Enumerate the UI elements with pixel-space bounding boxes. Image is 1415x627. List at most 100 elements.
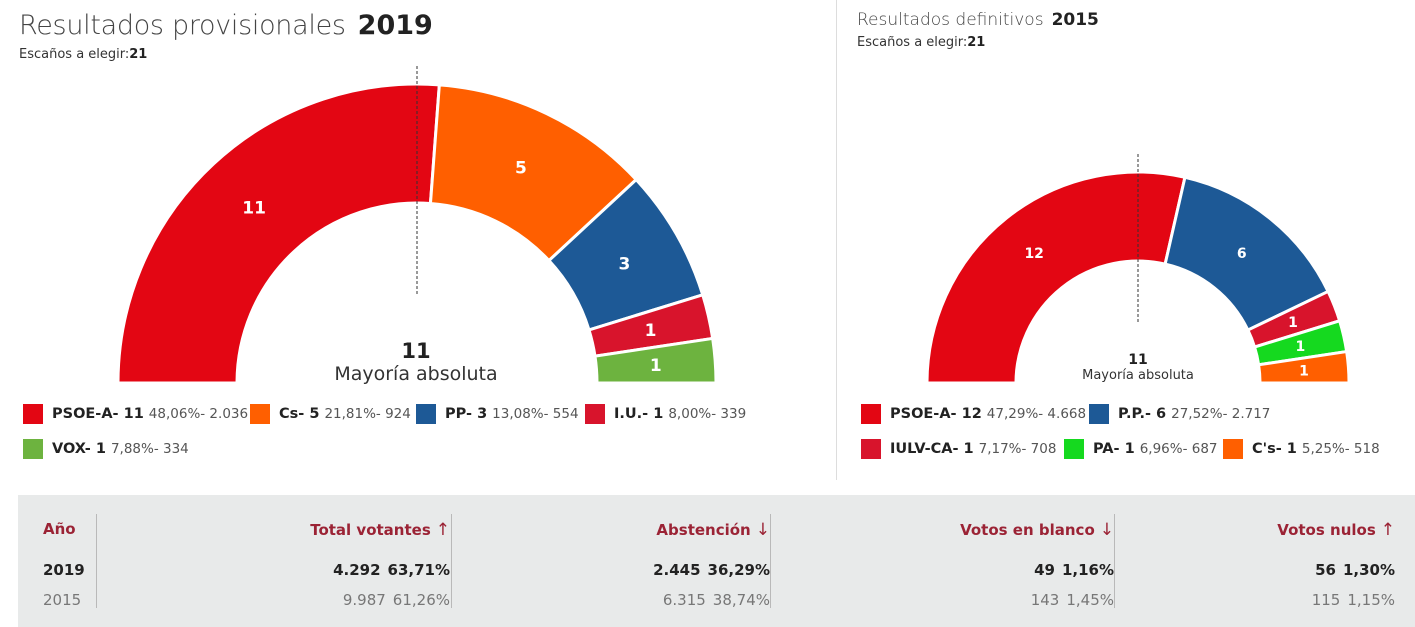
majority-seats: 11 <box>1128 352 1148 368</box>
stats-percent: 1,30% <box>1342 561 1395 579</box>
stats-column-a-o: Año 2019 2015 <box>18 495 96 627</box>
results-2015-heading: Resultados definitivos 2015 <box>857 10 1099 30</box>
stats-header-label: Abstención <box>656 521 751 539</box>
seats-to-elect-value: 21 <box>967 35 986 50</box>
legend-swatch <box>250 404 270 424</box>
stats-header-label: Año <box>43 520 76 538</box>
stats-column-total-votantes: Total votantes ↑ 4.292 63,71% 9.987 61,26% <box>96 495 450 627</box>
stats-count: 2015 <box>43 591 82 609</box>
seat-count-label-iulv-ca: 1 <box>1288 315 1298 331</box>
stats-value-2019: 4.292 63,71% <box>333 561 450 579</box>
stats-header-label: Votos nulos <box>1277 521 1376 539</box>
legend-swatch <box>23 404 43 424</box>
legend-party-seats: VOX- 1 <box>52 441 106 457</box>
arrow-up-icon: ↑ <box>1380 520 1395 540</box>
seats-to-elect-value: 21 <box>129 47 148 62</box>
arrow-down-icon: ↓ <box>1099 520 1114 540</box>
stats-count: 115 <box>1311 591 1341 609</box>
legend-item-cs: Cs- 5 21,81%- 924 <box>250 403 411 425</box>
legend-item-vox: VOX- 1 7,88%- 334 <box>23 438 189 460</box>
stats-count: 143 <box>1030 591 1060 609</box>
seat-count-label-vox: 1 <box>650 356 662 376</box>
seats-to-elect-label: Escaños a elegir: <box>19 47 130 62</box>
stats-value-2015: 2015 <box>43 591 81 609</box>
seat-count-label-pp: 3 <box>618 254 630 274</box>
seat-segment-psoe-a[interactable] <box>925 170 1187 385</box>
seats-to-elect-label: Escaños a elegir: <box>857 35 968 50</box>
seat-count-label-cs: 5 <box>515 158 527 178</box>
stats-value-2015: 143 1,45% <box>1031 591 1114 609</box>
stats-value-2019: 2019 <box>43 561 85 579</box>
legend-percent-votes: 7,88%- 334 <box>110 441 189 457</box>
legend-swatch <box>585 404 605 424</box>
legend-percent-votes: 8,00%- 339 <box>668 406 747 422</box>
legend-percent-votes: 47,29%- 4.668 <box>986 406 1087 422</box>
seat-segment-psoe-a[interactable] <box>116 82 441 385</box>
stats-percent: 36,29% <box>707 561 770 579</box>
stats-header: Abstención ↓ <box>656 520 770 540</box>
majority-label: Mayoría absoluta <box>334 363 498 385</box>
column-divider <box>770 514 771 608</box>
legend-item-iulv-ca: IULV-CA- 1 7,17%- 708 <box>861 438 1056 460</box>
seat-count-label-c-s: 1 <box>1299 364 1309 380</box>
results-2019-year: 2019 <box>357 10 433 41</box>
stats-percent: 38,74% <box>712 591 770 609</box>
arrow-up-icon: ↑ <box>435 520 450 540</box>
seat-count-label-i-u: 1 <box>645 321 657 341</box>
legend-percent-votes: 5,25%- 518 <box>1301 441 1380 457</box>
legend-percent-votes: 48,06%- 2.036 <box>148 406 249 422</box>
seat-segment-vox[interactable] <box>593 336 718 385</box>
legend-party-seats: PA- 1 <box>1093 441 1135 457</box>
majority-indicator-2019: 11 Mayoría absoluta <box>316 340 516 386</box>
stats-percent: 1,16% <box>1061 561 1114 579</box>
legend-party-seats: IULV-CA- 1 <box>890 441 974 457</box>
legend-percent-votes: 13,08%- 554 <box>492 406 579 422</box>
stats-percent: 63,71% <box>387 561 450 579</box>
legend-swatch <box>23 439 43 459</box>
stats-percent: 61,26% <box>392 591 450 609</box>
seats-to-elect-2019: Escaños a elegir:21 <box>19 47 147 62</box>
stats-value-2015: 6.315 38,74% <box>663 591 770 609</box>
seat-count-label-psoe-a: 12 <box>1024 246 1043 262</box>
stats-header: Año <box>43 520 76 538</box>
legend-party-seats: PSOE-A- 12 <box>890 406 982 422</box>
results-2019-heading: Resultados provisionales 2019 <box>19 10 433 41</box>
stats-count: 4.292 <box>333 561 381 579</box>
legend-party-seats: P.P.- 6 <box>1118 406 1167 422</box>
legend-swatch <box>861 439 881 459</box>
stats-value-2019: 56 1,30% <box>1315 561 1395 579</box>
legend-item-pp: PP- 3 13,08%- 554 <box>416 403 579 425</box>
stats-column-votos-en-blanco: Votos en blanco ↓ 49 1,16% 143 1,45% <box>770 495 1114 627</box>
stats-header-label: Votos en blanco <box>960 521 1095 539</box>
stats-value-2015: 115 1,15% <box>1312 591 1395 609</box>
seat-segment-c-s[interactable] <box>1256 349 1351 385</box>
column-divider <box>96 514 97 608</box>
stats-column-abstenci-n: Abstención ↓ 2.445 36,29% 6.315 38,74% <box>451 495 770 627</box>
stats-count: 2.445 <box>653 561 701 579</box>
stats-value-2019: 49 1,16% <box>1034 561 1114 579</box>
legend-party-seats: PSOE-A- 11 <box>52 406 144 422</box>
stats-header: Total votantes ↑ <box>310 520 450 540</box>
results-2019-title: Resultados provisionales <box>19 10 346 41</box>
results-2015-title: Resultados definitivos <box>857 10 1044 30</box>
arrow-down-icon: ↓ <box>755 520 770 540</box>
legend-swatch <box>416 404 436 424</box>
seat-count-label-p-p: 6 <box>1237 246 1247 262</box>
results-2019-panel: Resultados provisionales 2019 Escaños a e… <box>0 0 835 480</box>
legend-swatch <box>1223 439 1243 459</box>
majority-seats: 11 <box>401 339 431 363</box>
legend-percent-votes: 21,81%- 924 <box>324 406 411 422</box>
results-2015-panel: Resultados definitivos 2015 Escaños a ele… <box>836 0 1415 480</box>
legend-item-i-u: I.U.- 1 8,00%- 339 <box>585 403 746 425</box>
legend-item-p-p: P.P.- 6 27,52%- 2.717 <box>1089 403 1270 425</box>
seat-count-label-pa: 1 <box>1295 339 1305 355</box>
legend-party-seats: PP- 3 <box>445 406 488 422</box>
stats-value-2019: 2.445 36,29% <box>653 561 770 579</box>
legend-percent-votes: 27,52%- 2.717 <box>1171 406 1271 422</box>
legend-party-seats: I.U.- 1 <box>614 406 664 422</box>
legend-party-seats: C's- 1 <box>1252 441 1297 457</box>
legend-item-c-s: C's- 1 5,25%- 518 <box>1223 438 1380 460</box>
seats-to-elect-2015: Escaños a elegir:21 <box>857 35 985 50</box>
results-2015-year: 2015 <box>1051 10 1099 30</box>
